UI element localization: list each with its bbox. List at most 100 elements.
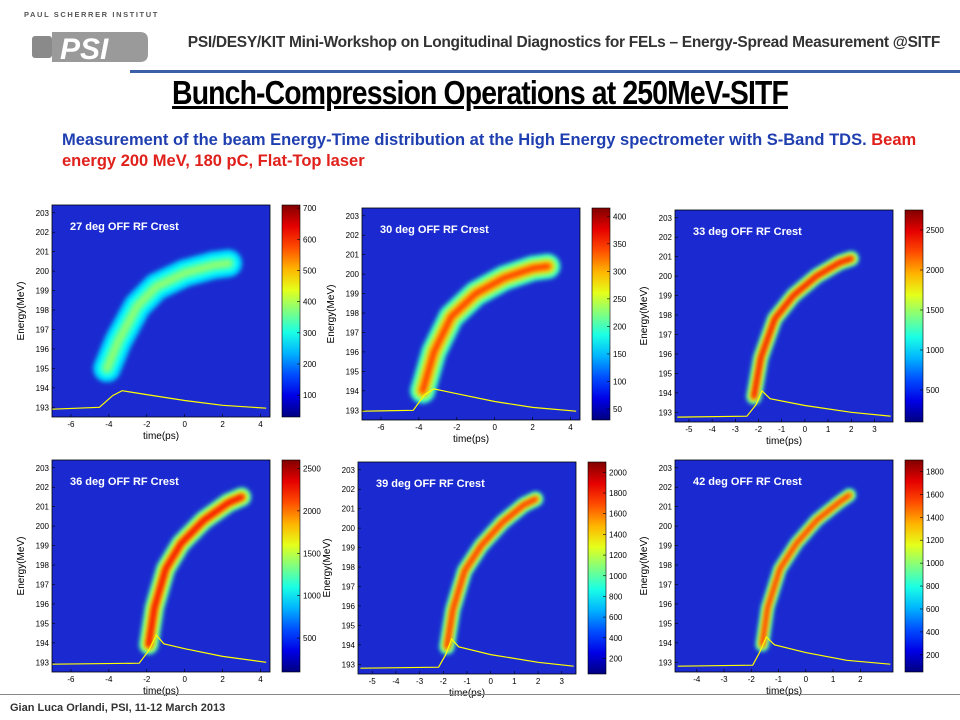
y-tick-label: 201	[346, 251, 360, 260]
colorbar	[904, 459, 924, 673]
colorbar-tick-label: 600	[926, 605, 940, 614]
plot-caption: 30 deg OFF RF Crest	[380, 224, 489, 236]
colorbar-tick-label: 1600	[926, 490, 944, 499]
colorbar-tick-label: 1200	[609, 551, 627, 560]
y-tick-label: 203	[346, 212, 360, 221]
y-tick-label: 198	[36, 306, 50, 315]
y-tick-label: 203	[36, 209, 50, 218]
current-profile	[52, 390, 267, 410]
y-tick-label: 194	[36, 384, 50, 393]
x-tick-label: -1	[463, 677, 471, 686]
colorbar-tick-label: 2000	[303, 507, 321, 516]
y-tick-label: 202	[659, 483, 673, 492]
y-tick-label: 199	[36, 287, 50, 296]
y-axis-label: Energy(MeV)	[16, 537, 27, 596]
colorbar-tick-label: 200	[926, 651, 940, 660]
plot-frame	[51, 204, 271, 418]
x-tick-label: 3	[872, 425, 877, 434]
plot-caption: 36 deg OFF RF Crest	[70, 476, 179, 488]
colorbar-tick-label: 1200	[926, 536, 944, 545]
y-tick-label: 200	[346, 270, 360, 279]
subtitle-blue: Measurement of the beam Energy-Time dist…	[62, 131, 867, 149]
y-tick-label: 199	[346, 290, 360, 299]
logo-text: PSI	[60, 33, 109, 66]
colorbar-tick-label: 200	[303, 360, 317, 369]
colorbar-tick-label: 600	[609, 613, 623, 622]
colorbar-tick-label: 2500	[926, 226, 944, 235]
y-tick-label: 203	[659, 464, 673, 473]
x-tick-label: -2	[453, 423, 461, 432]
x-axis-label: time(ps)	[143, 431, 179, 442]
x-tick-label: -2	[143, 420, 151, 429]
x-tick-label: -1	[775, 675, 783, 684]
colorbar-tick-label: 300	[613, 267, 627, 276]
energy-time-trace	[755, 488, 856, 652]
y-tick-label: 193	[659, 658, 673, 667]
y-tick-label: 194	[342, 641, 356, 650]
y-tick-label: 197	[659, 330, 673, 339]
current-profile	[360, 637, 574, 669]
x-tick-label: 3	[560, 677, 565, 686]
subtitle-red: Beam energy 200 MeV, 180 pC, Flat-Top la…	[62, 131, 917, 170]
plot-panel-36deg: 193 194 195 196 197 198 199 200 201 202 203 -6 -4 -2 0…	[12, 455, 332, 700]
y-tick-label: 193	[36, 658, 50, 667]
x-tick-label: -4	[693, 675, 701, 684]
y-tick-label: 200	[36, 267, 50, 276]
x-tick-label: -3	[732, 425, 740, 434]
plot-frame	[361, 207, 581, 421]
y-tick-label: 195	[342, 621, 356, 630]
x-tick-label: -2	[440, 677, 448, 686]
plot-frame	[674, 459, 894, 673]
y-tick-label: 196	[346, 348, 360, 357]
colorbar-tick-label: 2000	[609, 468, 627, 477]
x-tick-label: 0	[492, 423, 497, 432]
colorbar	[281, 204, 301, 418]
x-tick-label: 2	[536, 677, 541, 686]
y-tick-label: 198	[342, 563, 356, 572]
y-tick-label: 198	[36, 561, 50, 570]
y-tick-label: 194	[659, 639, 673, 648]
energy-time-trace	[93, 249, 243, 383]
y-tick-label: 198	[346, 309, 360, 318]
x-tick-label: 2	[220, 675, 225, 684]
plot-caption: 39 deg OFF RF Crest	[376, 478, 485, 490]
colorbar-tick-label: 800	[609, 592, 623, 601]
colorbar-tick-label: 700	[303, 204, 317, 213]
y-tick-label: 201	[659, 503, 673, 512]
y-tick-label: 197	[36, 325, 50, 334]
x-tick-label: -2	[143, 675, 151, 684]
y-tick-label: 199	[659, 542, 673, 551]
y-tick-label: 195	[346, 367, 360, 376]
colorbar	[587, 461, 607, 675]
y-tick-label: 194	[659, 389, 673, 398]
psi-logo-mark: PSI	[32, 32, 148, 66]
x-tick-label: -4	[392, 677, 400, 686]
colorbar-tick-label: 400	[613, 212, 627, 221]
y-tick-label: 196	[36, 345, 50, 354]
plot-frame	[674, 209, 894, 423]
x-tick-label: 2	[849, 425, 854, 434]
x-axis-label: time(ps)	[143, 686, 179, 697]
x-tick-label: -3	[720, 675, 728, 684]
colorbar-tick-label: 500	[303, 634, 317, 643]
x-tick-label: 2	[220, 420, 225, 429]
footer-author: Gian Luca Orlandi, PSI, 11-12 March 2013	[10, 702, 226, 714]
current-profile	[677, 635, 891, 667]
colorbar-tick-label: 800	[926, 582, 940, 591]
colorbar-tick-label: 100	[303, 391, 317, 400]
y-axis-label: Energy(MeV)	[322, 539, 333, 598]
x-tick-label: 2	[858, 675, 863, 684]
y-tick-label: 194	[346, 387, 360, 396]
y-tick-label: 202	[659, 233, 673, 242]
x-tick-label: -4	[105, 675, 113, 684]
plot-area	[52, 205, 270, 417]
x-tick-label: -6	[67, 675, 75, 684]
y-tick-label: 202	[36, 228, 50, 237]
colorbar-tick-label: 400	[926, 628, 940, 637]
y-tick-label: 203	[36, 464, 50, 473]
current-profile	[362, 388, 577, 412]
y-tick-label: 200	[659, 272, 673, 281]
colorbar-tick-label: 2000	[926, 266, 944, 275]
x-tick-label: -3	[416, 677, 424, 686]
